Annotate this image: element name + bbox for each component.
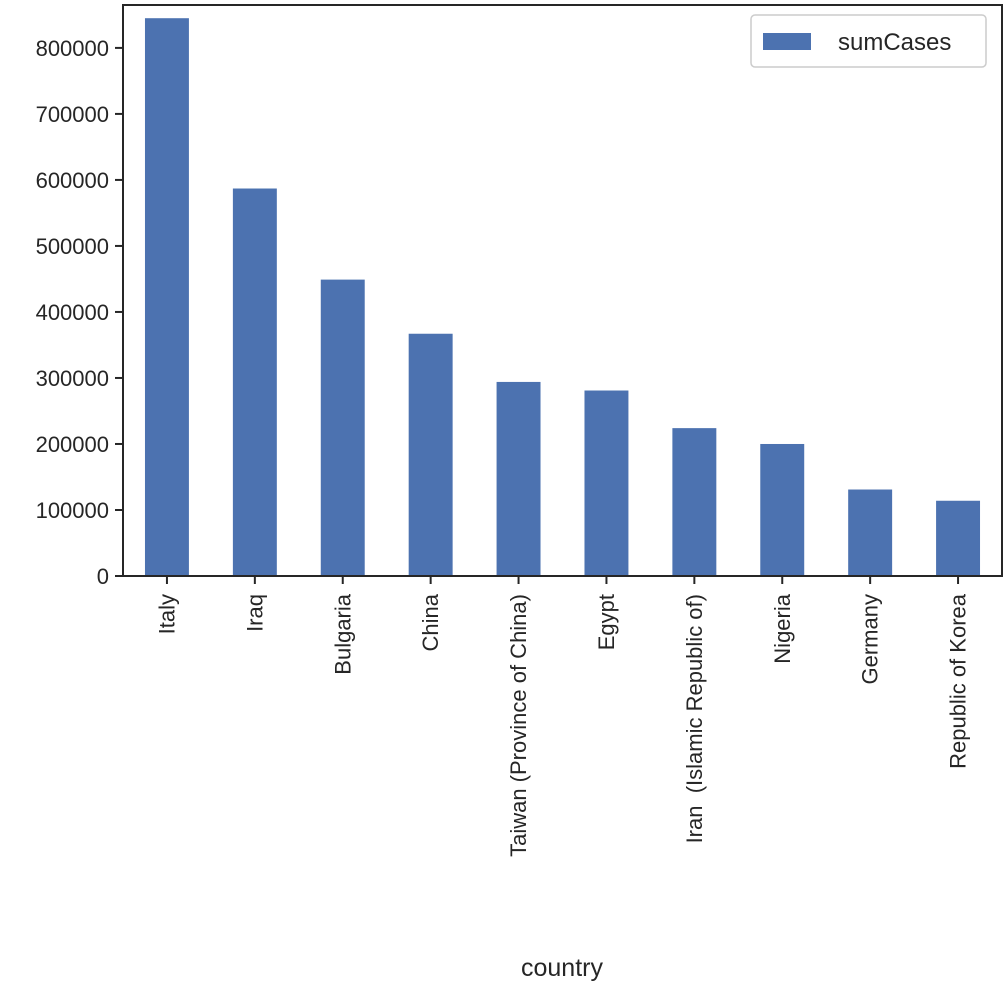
bar bbox=[232, 188, 277, 576]
y-tick-label: 100000 bbox=[36, 498, 109, 523]
bar bbox=[936, 500, 981, 576]
legend-box bbox=[750, 14, 987, 68]
x-axis: Italy Iraq Bulgaria China Taiwan (Province o… bbox=[154, 576, 971, 857]
legend: sumCases bbox=[750, 14, 987, 68]
x-tick-label: Bulgaria bbox=[330, 593, 355, 674]
x-tick-label: Republic of Korea bbox=[946, 593, 971, 769]
x-tick-label: Iran (Islamic Republic of) bbox=[682, 594, 707, 843]
bar bbox=[848, 489, 893, 576]
x-tick-label: Taiwan (Province of China) bbox=[506, 594, 531, 857]
y-tick-label: 0 bbox=[97, 564, 109, 589]
x-tick-label: Iraq bbox=[242, 594, 267, 632]
y-tick-label: 400000 bbox=[36, 300, 109, 325]
x-axis-label: country bbox=[521, 954, 603, 982]
bar bbox=[408, 333, 453, 576]
bar bbox=[320, 279, 365, 576]
y-tick-label: 600000 bbox=[36, 168, 109, 193]
legend-swatch bbox=[763, 33, 811, 50]
y-tick-label: 200000 bbox=[36, 432, 109, 457]
bar bbox=[672, 428, 717, 576]
bar bbox=[496, 381, 541, 576]
legend-label: sumCases bbox=[838, 29, 951, 56]
x-tick-label: Nigeria bbox=[770, 593, 795, 663]
x-tick-label: Italy bbox=[154, 594, 179, 634]
bar bbox=[584, 390, 629, 576]
bars-layer bbox=[144, 18, 981, 576]
y-tick-label: 300000 bbox=[36, 366, 109, 391]
y-axis: 0 100000 200000 300000 400000 500000 600000 700… bbox=[36, 36, 123, 589]
y-tick-label: 500000 bbox=[36, 234, 109, 259]
plot-frame bbox=[122, 4, 1003, 577]
bar bbox=[144, 18, 189, 576]
x-tick-label: Germany bbox=[858, 594, 883, 684]
bar bbox=[760, 443, 805, 576]
y-tick-label: 700000 bbox=[36, 102, 109, 127]
y-tick-label: 800000 bbox=[36, 36, 109, 61]
x-tick-label: Egypt bbox=[594, 594, 619, 650]
x-tick-label: China bbox=[418, 593, 443, 651]
